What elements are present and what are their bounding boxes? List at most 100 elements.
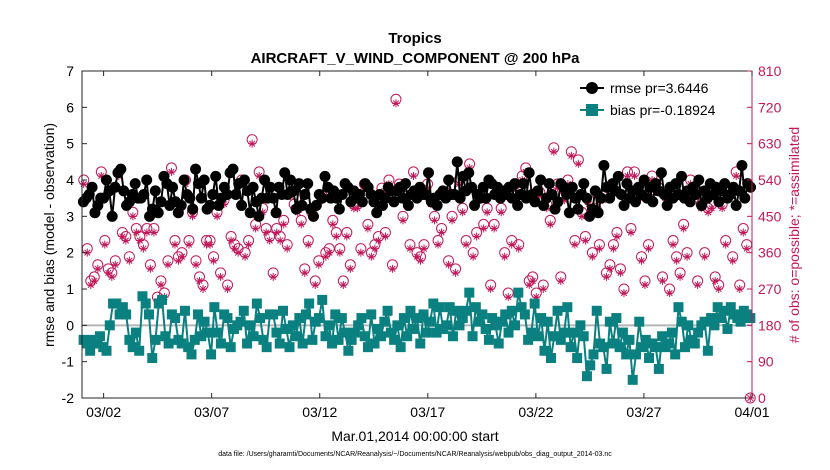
asterisk-stroke [263, 229, 270, 236]
bias-point [725, 302, 736, 313]
obs-assimilated-marker [693, 280, 702, 289]
bias-point [91, 338, 102, 349]
rmse-point [187, 203, 199, 215]
bias-point [304, 298, 315, 309]
bias-point [546, 353, 556, 364]
obs-assimilated-marker [100, 240, 109, 249]
asterisk-stroke [417, 257, 424, 264]
bias-point [483, 334, 494, 345]
bias-point [604, 316, 615, 327]
rmse-point [299, 189, 311, 201]
rmse-point [509, 178, 521, 190]
rmse-point [730, 199, 742, 211]
bias-point [608, 338, 619, 349]
asterisk-stroke [627, 229, 635, 236]
bias-point [464, 287, 475, 298]
asterisk-stroke [150, 229, 158, 236]
asterisk-stroke [129, 213, 137, 220]
bias-point [418, 309, 429, 320]
asterisk-stroke [431, 217, 438, 224]
obs-assimilated-marker [262, 228, 271, 237]
obs-assimilated-marker [325, 248, 334, 257]
asterisk-stroke [571, 241, 579, 248]
asterisk-stroke [515, 245, 522, 252]
bias-point [467, 331, 478, 342]
obs-count-markers [78, 93, 756, 404]
y-tick-right-label: 360 [758, 245, 782, 261]
bias-point [712, 302, 723, 313]
asterisk-stroke [196, 277, 203, 285]
bias-point [323, 320, 334, 331]
asterisk-stroke [673, 257, 680, 264]
bias-point [431, 327, 442, 338]
asterisk-stroke [487, 285, 494, 293]
obs-assimilated-marker [739, 228, 748, 237]
x-ticks: 03/02 03/07 03/12 03/17 03/22 03/27 04/01 [86, 71, 770, 420]
y-tick-right-label: 0 [758, 390, 766, 406]
bias-point [124, 334, 135, 345]
asterisk-stroke [610, 245, 617, 252]
bias-point [549, 331, 560, 342]
asterisk-stroke [694, 281, 701, 289]
bias-point [268, 309, 279, 320]
asterisk-stroke [217, 273, 224, 281]
bias-point [353, 320, 364, 331]
obs-assimilated-marker [251, 224, 260, 233]
bias-point [398, 313, 409, 324]
obs-assimilated-marker [272, 228, 281, 237]
rmse-point [581, 192, 593, 204]
rmse-point [319, 170, 331, 182]
asterisk-stroke [715, 285, 722, 293]
rmse-point [451, 156, 463, 168]
obs-assimilated-marker [497, 208, 506, 217]
asterisk-stroke [84, 249, 91, 256]
obs-assimilated-marker [213, 212, 222, 221]
bias-point [163, 338, 174, 349]
bias-point [170, 313, 181, 324]
rmse-point [178, 174, 190, 186]
asterisk-stroke [568, 152, 575, 159]
bias-point [176, 338, 187, 349]
obs-assimilated-marker [574, 159, 583, 168]
bias-point [121, 309, 132, 320]
obs-assimilated-marker [458, 208, 467, 217]
bias-point [689, 338, 700, 349]
obs-assimilated-marker [83, 248, 92, 257]
obs-assimilated-marker [353, 204, 362, 213]
bias-point [532, 331, 543, 342]
bias-point [493, 338, 504, 349]
rmse-point [388, 196, 400, 208]
bias-point [673, 302, 684, 313]
asterisk-stroke [105, 269, 112, 277]
rmse-point [227, 163, 239, 175]
asterisk-stroke [357, 249, 365, 256]
asterisk-stroke [498, 209, 505, 216]
asterisk-stroke [122, 237, 130, 244]
obs-assimilated-marker [381, 232, 390, 241]
rmse-point [204, 199, 216, 211]
legend-bias-marker [586, 104, 598, 116]
y-tick-left-label: 3 [66, 208, 74, 224]
bias-point [575, 320, 586, 331]
rmse-point [155, 196, 167, 208]
asterisk-stroke [245, 241, 252, 248]
asterisk-stroke [273, 229, 280, 236]
bias-point [248, 331, 259, 342]
obs-assimilated-marker [644, 244, 653, 253]
bias-point [199, 316, 210, 327]
rmse-point [236, 199, 248, 211]
asterisk-stroke [252, 225, 259, 232]
rmse-point [284, 174, 296, 186]
obs-assimilated-marker [462, 240, 471, 249]
y-tick-right-label: 720 [758, 99, 782, 115]
rmse-point [529, 196, 541, 208]
bias-point [719, 305, 730, 316]
bias-point [480, 323, 491, 334]
obs-assimilated-marker [490, 224, 499, 233]
obs-assimilated-marker [405, 244, 414, 253]
asterisk-stroke [491, 225, 498, 232]
rmse-point [195, 192, 207, 204]
obs-assimilated-marker [612, 232, 621, 241]
bias-point [212, 327, 223, 338]
bias-point [405, 305, 416, 316]
